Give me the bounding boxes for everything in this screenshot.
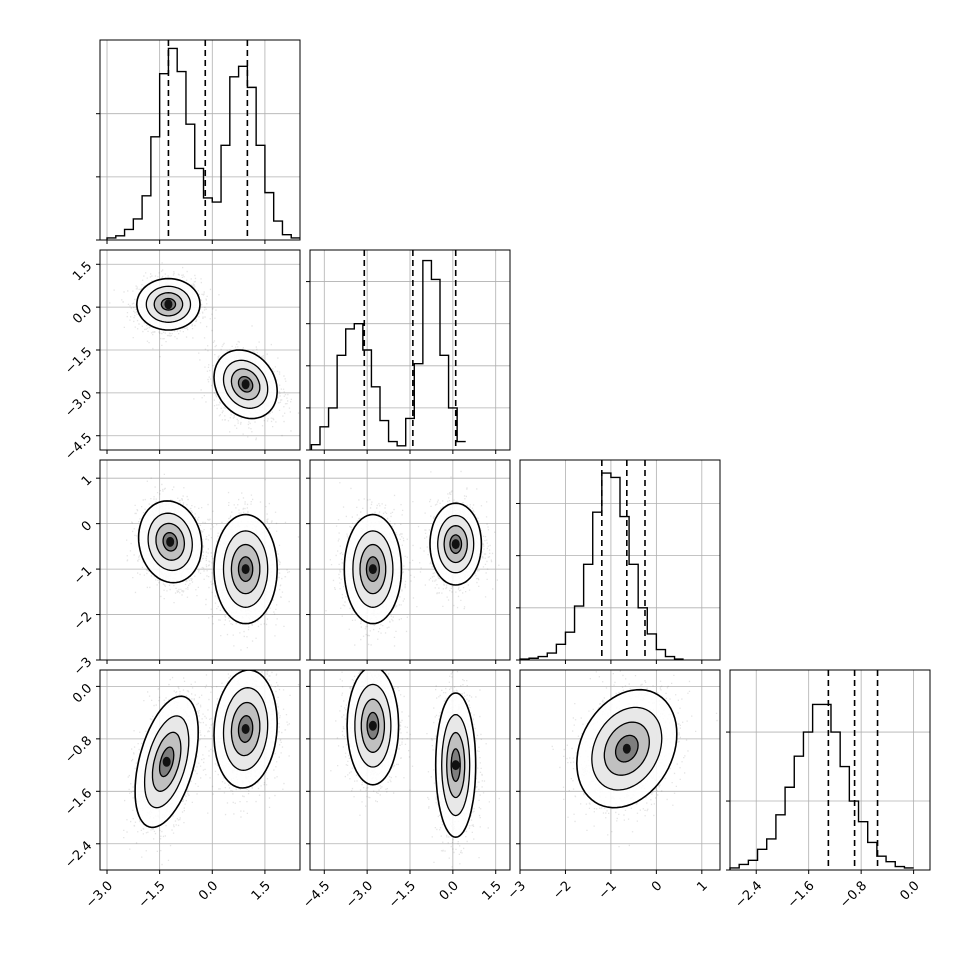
ytick-label: −2: [71, 609, 95, 633]
density-peak: [166, 536, 175, 547]
xtick-label: 1.5: [480, 878, 505, 903]
xtick-label: −3: [505, 878, 529, 902]
ytick-label: −1.5: [62, 345, 95, 378]
histogram-panel-2: [516, 459, 721, 661]
ytick-label: 0.0: [70, 681, 95, 706]
panel-frame: [99, 669, 301, 871]
xtick-label: 0.0: [437, 878, 462, 903]
xtick-label: −1.6: [785, 878, 818, 911]
joint-panel-3-1: [309, 669, 511, 871]
xtick-label: 1.5: [249, 878, 274, 903]
ytick-label: −1: [71, 564, 95, 588]
xtick-label: −2.4: [732, 878, 765, 911]
xtick-label: −3.0: [83, 878, 116, 911]
scatter-points: [109, 262, 300, 441]
panel-inner: [100, 670, 300, 870]
histogram-panel-0: [96, 39, 301, 241]
xtick-label: −4.5: [300, 878, 333, 911]
density-peak: [241, 724, 250, 735]
hist-step-line: [106, 47, 300, 240]
ytick-label: −4.5: [62, 430, 95, 463]
panel-inner: [100, 460, 300, 660]
xtick-label: −2: [550, 878, 574, 902]
density-peak: [241, 379, 250, 390]
xtick-label: 0.0: [897, 878, 922, 903]
panel-inner: [520, 670, 720, 870]
ytick-label: 1.5: [70, 259, 95, 284]
xtick-label: 1: [694, 878, 710, 894]
joint-panel-3-0: [99, 669, 301, 871]
ytick-label: 1: [79, 473, 95, 489]
ytick-label: −3: [71, 655, 95, 679]
density-peak: [368, 564, 377, 575]
panel-frame: [519, 669, 721, 871]
hist-step-line: [310, 259, 466, 450]
hist-frame: [99, 39, 301, 241]
panel-inner: [310, 670, 510, 870]
ytick-label: −0.8: [62, 734, 95, 767]
ytick-label: 0.0: [70, 302, 95, 327]
xtick-label: −0.8: [837, 878, 870, 911]
joint-panel-3-2: [519, 669, 721, 871]
density-peak: [368, 720, 377, 731]
xtick-label: −1.5: [136, 878, 169, 911]
joint-panel-2-0: [99, 459, 301, 661]
density-peak: [622, 743, 631, 754]
xtick-label: 0.0: [196, 878, 221, 903]
panel-inner: [310, 460, 510, 660]
ytick-label: −3.0: [62, 388, 95, 421]
joint-panel-1-0: [99, 249, 301, 451]
density-peak: [162, 756, 171, 767]
density-peak: [164, 299, 173, 310]
panel-inner: [100, 250, 300, 450]
ytick-label: 0: [79, 518, 95, 534]
ytick-label: −2.4: [62, 838, 95, 871]
histogram-panel-1: [306, 249, 511, 451]
density-peak: [241, 564, 250, 575]
xtick-label: 0: [649, 878, 665, 894]
xtick-label: −3.0: [343, 878, 376, 911]
xtick-label: −1: [596, 878, 620, 902]
hist-frame: [729, 669, 931, 871]
ytick-label: −1.6: [62, 786, 95, 819]
density-peak: [451, 539, 460, 550]
hist-step-line: [729, 703, 914, 870]
density-peak: [451, 760, 460, 771]
joint-panel-2-1: [309, 459, 511, 661]
panel-frame: [99, 459, 301, 661]
xtick-label: −1.5: [386, 878, 419, 911]
histogram-panel-3: [726, 669, 931, 871]
hist-frame: [519, 459, 721, 661]
